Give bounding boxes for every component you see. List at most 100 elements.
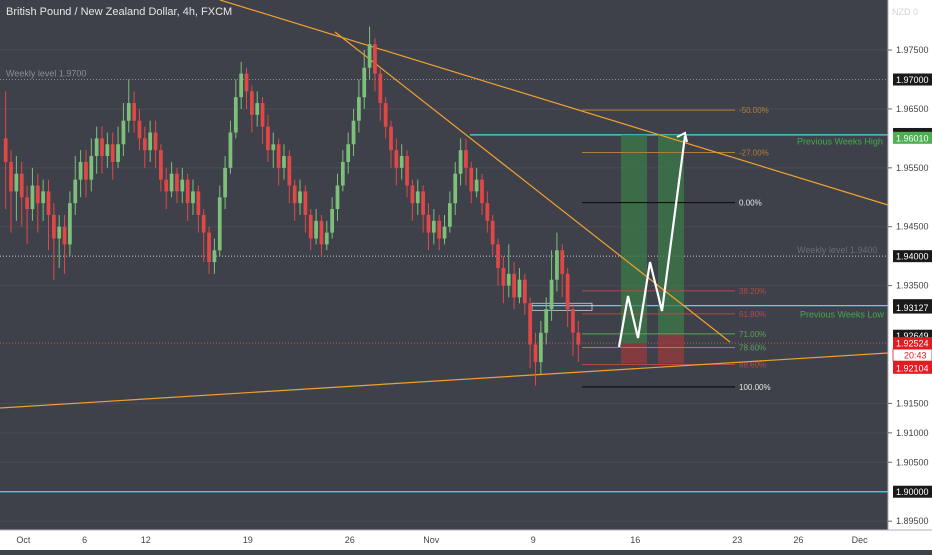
time-tick-label: 12 xyxy=(141,535,151,545)
candle-body xyxy=(100,138,104,157)
candle-body xyxy=(84,161,88,180)
candle-body xyxy=(159,150,163,180)
fib-level-label: 0.00% xyxy=(739,199,762,208)
candle-body xyxy=(346,144,351,162)
candle-body xyxy=(303,191,308,215)
price-tag xyxy=(893,485,932,498)
time-tick-label: Nov xyxy=(423,535,440,545)
candle-body xyxy=(533,344,538,363)
candle-body xyxy=(228,132,233,168)
upper-trendline xyxy=(219,0,889,206)
price-tag xyxy=(893,131,932,144)
time-tick-label: 6 xyxy=(82,535,87,545)
time-tick-label: 9 xyxy=(531,535,536,545)
price-tick-label: 1.91000 xyxy=(896,428,929,438)
price-tag xyxy=(893,250,932,263)
candle-body xyxy=(538,332,543,363)
fib-level-label: -27.00% xyxy=(739,149,769,158)
price-tick-label: 1.96500 xyxy=(896,104,929,114)
time-tick-label: 23 xyxy=(732,535,742,545)
candle-body xyxy=(73,179,78,204)
prev-week-high-label: Previous Weeks High xyxy=(797,136,883,146)
candle-body xyxy=(271,144,276,151)
candle-body xyxy=(255,103,260,115)
fib-level-label: 38.20% xyxy=(739,287,766,296)
price-tag-label: 1.97000 xyxy=(896,75,929,85)
candle-body xyxy=(544,309,549,333)
candle-body xyxy=(298,191,302,204)
candle-body xyxy=(335,185,340,210)
candle-body xyxy=(148,132,153,151)
candle-body xyxy=(367,44,372,68)
candle-body xyxy=(137,120,142,139)
price-tick-label: 1.90500 xyxy=(896,457,929,467)
weekly-level-label: Weekly level 1.9700 xyxy=(6,69,86,79)
price-tag-label: 20:43 xyxy=(904,351,927,361)
candle-body xyxy=(410,185,415,204)
candle-body xyxy=(394,150,399,168)
prev-week-low-label: Previous Weeks Low xyxy=(800,309,884,319)
candle-body xyxy=(565,273,570,310)
price-tag xyxy=(893,361,932,374)
candle-body xyxy=(223,167,227,198)
price-tag-label: 1.92524 xyxy=(896,339,929,349)
candle-body xyxy=(340,161,345,186)
candle-body xyxy=(35,185,40,204)
candle-body xyxy=(373,44,377,74)
candle-body xyxy=(212,250,217,263)
candle-body xyxy=(41,191,46,204)
candle-body xyxy=(239,73,244,98)
candle-body xyxy=(89,156,94,180)
candle-body xyxy=(207,232,211,263)
candle-body xyxy=(415,191,420,204)
price-tag-label: 1.92649 xyxy=(896,331,929,341)
candle-body xyxy=(549,279,554,310)
candle-body xyxy=(9,161,13,192)
candle-body xyxy=(351,120,356,145)
currency-label: NZD 0 xyxy=(892,7,918,17)
candle-body xyxy=(378,73,383,104)
candle-body xyxy=(62,226,67,245)
candle-body xyxy=(324,232,329,245)
candle-body xyxy=(314,220,318,239)
candle-body xyxy=(389,126,393,151)
time-tick-label: 26 xyxy=(793,535,803,545)
candle-body xyxy=(399,156,404,168)
candle-body xyxy=(287,156,292,186)
candle-body xyxy=(453,173,458,204)
price-tag xyxy=(893,73,932,86)
candle-body xyxy=(169,173,174,192)
candle-body xyxy=(442,226,447,239)
candle-body xyxy=(121,120,126,145)
candle-body xyxy=(132,103,136,121)
candle-body xyxy=(490,220,495,245)
candle-body xyxy=(357,97,361,121)
long-position-stop xyxy=(658,333,684,364)
currency-sub: 0 xyxy=(912,7,918,17)
candle-body xyxy=(78,161,83,180)
candle-body xyxy=(421,191,425,215)
time-axis xyxy=(0,530,932,550)
candle-body xyxy=(383,103,388,127)
price-tick-label: 1.91500 xyxy=(896,398,929,408)
time-tick-label: 16 xyxy=(630,535,640,545)
projection-path xyxy=(617,135,687,348)
price-tag-label: 1.94000 xyxy=(896,252,929,262)
price-axis xyxy=(888,0,932,530)
time-tick-label: 26 xyxy=(345,535,355,545)
candle-body xyxy=(464,150,468,168)
candle-body xyxy=(153,132,158,151)
fib-level-label: 78.60% xyxy=(739,343,766,352)
projection-arrowhead xyxy=(676,131,688,143)
candle-body xyxy=(308,214,313,239)
candle-body xyxy=(142,138,147,151)
candle-body xyxy=(426,214,431,233)
candle-body xyxy=(185,179,190,204)
candle-body xyxy=(362,67,367,98)
candle-body xyxy=(57,226,62,239)
candle-body xyxy=(501,267,506,286)
candle-body xyxy=(555,250,559,280)
